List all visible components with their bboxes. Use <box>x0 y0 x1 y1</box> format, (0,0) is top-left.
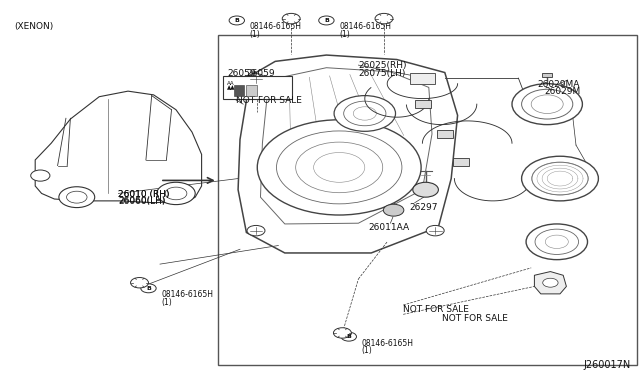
Text: 26060(LH): 26060(LH) <box>118 197 166 206</box>
Circle shape <box>59 187 95 208</box>
Text: (XENON): (XENON) <box>14 22 53 31</box>
Circle shape <box>282 13 300 24</box>
Text: ▲▲: ▲▲ <box>227 86 235 90</box>
Text: B: B <box>346 334 351 339</box>
Text: 26297: 26297 <box>410 203 438 212</box>
Circle shape <box>31 170 50 181</box>
Text: B: B <box>324 18 329 23</box>
Circle shape <box>141 284 156 293</box>
Text: B: B <box>234 18 239 23</box>
Text: (1): (1) <box>250 30 260 39</box>
Bar <box>246 85 257 96</box>
Circle shape <box>157 182 195 205</box>
Circle shape <box>165 187 187 200</box>
Text: 26029M: 26029M <box>544 87 580 96</box>
Text: (1): (1) <box>362 346 372 355</box>
Polygon shape <box>534 272 566 294</box>
Text: 26059: 26059 <box>227 69 256 78</box>
Circle shape <box>247 74 265 84</box>
Text: B: B <box>146 286 151 291</box>
Bar <box>453 158 469 166</box>
Circle shape <box>512 84 582 125</box>
Text: (1): (1) <box>339 30 350 39</box>
Bar <box>415 100 431 108</box>
Circle shape <box>543 278 558 287</box>
Text: (1): (1) <box>161 298 172 307</box>
Circle shape <box>247 225 265 236</box>
Text: 08146-6165H: 08146-6165H <box>161 290 213 299</box>
Circle shape <box>341 332 356 341</box>
Circle shape <box>257 120 421 215</box>
Bar <box>542 73 552 77</box>
Bar <box>410 73 435 84</box>
Text: 26010 (RH): 26010 (RH) <box>118 190 170 199</box>
Text: NOT FOR SALE: NOT FOR SALE <box>236 96 301 105</box>
Text: AA: AA <box>227 81 234 86</box>
Text: 26029MA: 26029MA <box>538 80 580 89</box>
Text: 08146-6165H: 08146-6165H <box>339 22 391 31</box>
Circle shape <box>333 328 351 338</box>
Circle shape <box>375 13 393 24</box>
Bar <box>437 130 453 138</box>
Circle shape <box>229 16 244 25</box>
Text: 26010 (RH): 26010 (RH) <box>118 190 170 199</box>
Circle shape <box>413 182 438 197</box>
Text: NOT FOR SALE: NOT FOR SALE <box>403 305 469 314</box>
Text: 26025(RH): 26025(RH) <box>358 61 407 70</box>
Circle shape <box>522 156 598 201</box>
Circle shape <box>526 224 588 260</box>
Bar <box>234 85 244 96</box>
Circle shape <box>319 16 334 25</box>
Bar <box>218 35 637 365</box>
Circle shape <box>426 225 444 236</box>
Text: 08146-6165H: 08146-6165H <box>250 22 301 31</box>
Text: NOT FOR SALE: NOT FOR SALE <box>442 314 508 323</box>
Text: 26060(LH): 26060(LH) <box>118 196 166 205</box>
Circle shape <box>67 191 87 203</box>
Text: 26011AA: 26011AA <box>368 223 409 232</box>
Bar <box>223 76 292 99</box>
Text: J260017N: J260017N <box>583 360 630 370</box>
Text: 26075(LH): 26075(LH) <box>358 69 406 78</box>
Text: 26059: 26059 <box>246 69 275 78</box>
Text: 08146-6165H: 08146-6165H <box>362 339 413 347</box>
Circle shape <box>334 96 396 131</box>
Circle shape <box>383 204 404 216</box>
Circle shape <box>131 278 148 288</box>
